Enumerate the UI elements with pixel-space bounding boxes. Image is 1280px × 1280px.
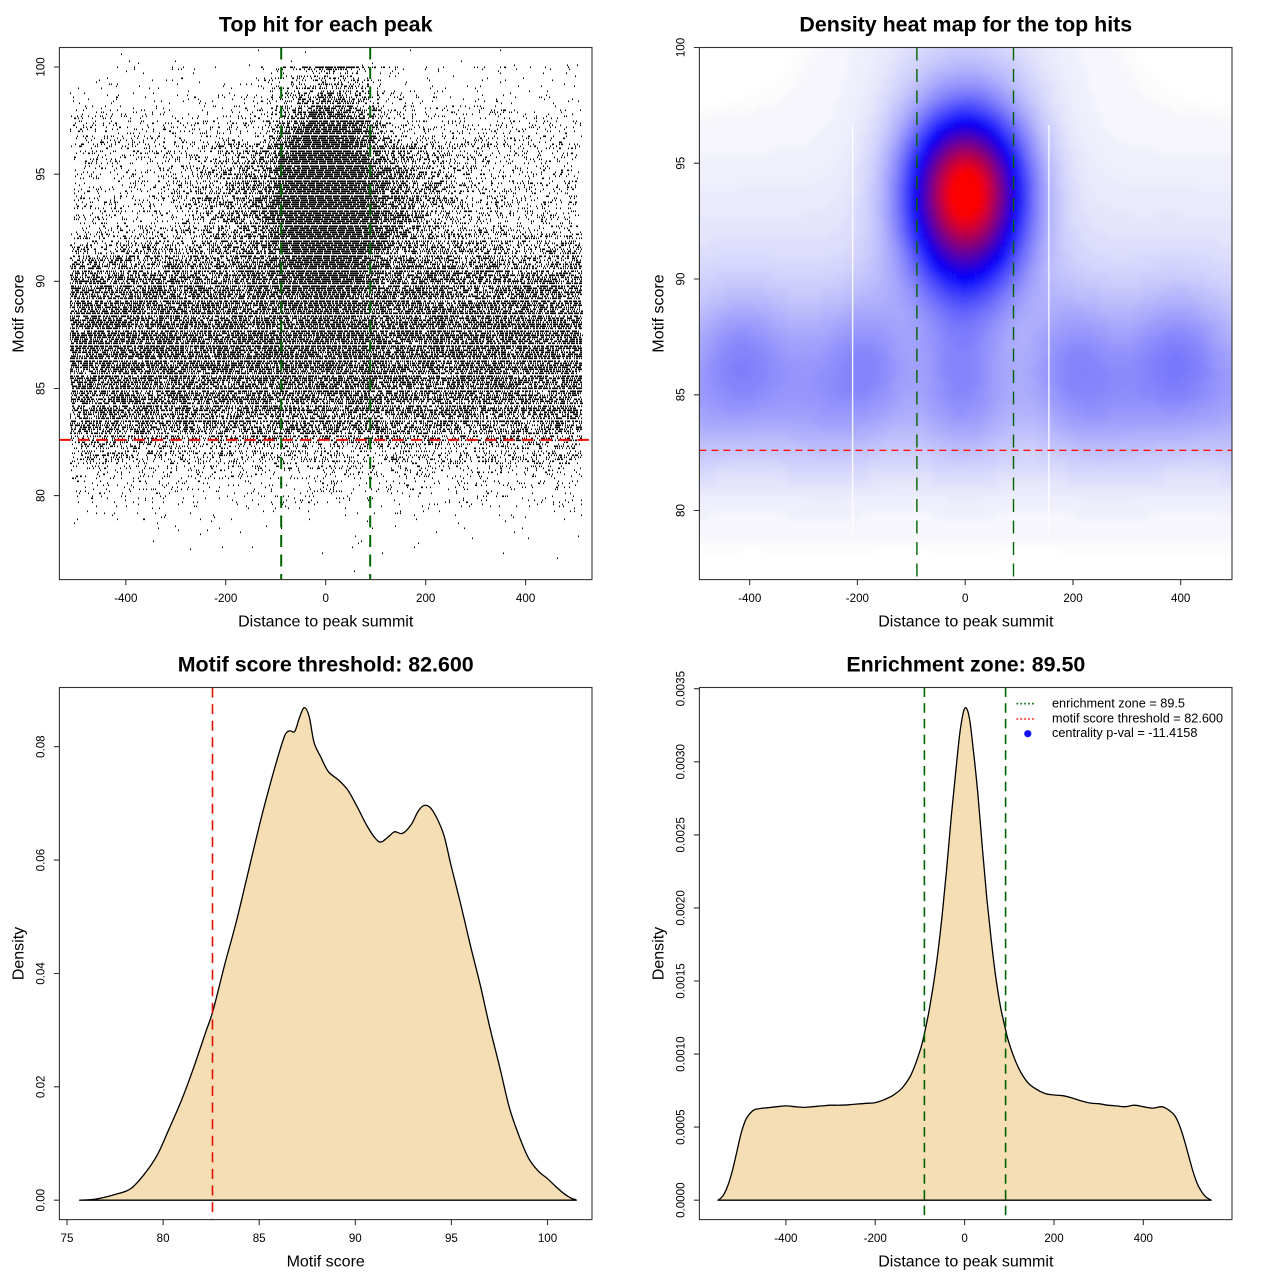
svg-text:centrality p-val = -11.4158: centrality p-val = -11.4158 xyxy=(1052,726,1197,740)
svg-text:motif score threshold = 82.600: motif score threshold = 82.600 xyxy=(1052,711,1223,725)
svg-text:Motif score threshold: 82.600: Motif score threshold: 82.600 xyxy=(178,653,474,677)
svg-text:-200: -200 xyxy=(846,592,869,605)
svg-text:100: 100 xyxy=(35,57,48,76)
svg-text:80: 80 xyxy=(35,489,48,502)
svg-text:0.02: 0.02 xyxy=(35,1076,48,1099)
svg-text:85: 85 xyxy=(35,382,48,395)
svg-text:0.06: 0.06 xyxy=(35,849,48,872)
svg-text:0.08: 0.08 xyxy=(35,735,48,758)
svg-text:80: 80 xyxy=(675,504,688,517)
svg-text:0.04: 0.04 xyxy=(35,962,48,985)
svg-text:75: 75 xyxy=(61,1232,74,1245)
svg-text:95: 95 xyxy=(35,168,48,181)
svg-text:100: 100 xyxy=(675,38,688,57)
svg-text:0.0035: 0.0035 xyxy=(675,671,688,706)
svg-text:100: 100 xyxy=(538,1232,557,1245)
svg-text:Distance to peak summit: Distance to peak summit xyxy=(238,614,414,631)
svg-text:400: 400 xyxy=(516,592,535,605)
svg-text:400: 400 xyxy=(1134,1232,1153,1245)
svg-text:95: 95 xyxy=(445,1232,458,1245)
svg-text:-200: -200 xyxy=(214,592,237,605)
svg-text:Distance to peak summit: Distance to peak summit xyxy=(878,1254,1054,1271)
svg-text:80: 80 xyxy=(157,1232,170,1245)
svg-text:0.00: 0.00 xyxy=(35,1189,48,1212)
svg-text:enrichment zone = 89.5: enrichment zone = 89.5 xyxy=(1052,696,1185,710)
svg-text:0.0015: 0.0015 xyxy=(675,963,688,998)
svg-text:200: 200 xyxy=(416,592,435,605)
svg-text:0.0020: 0.0020 xyxy=(675,890,688,925)
svg-text:Enrichment zone: 89.50: Enrichment zone: 89.50 xyxy=(846,653,1085,677)
svg-text:Density: Density xyxy=(651,927,668,980)
svg-text:0.0025: 0.0025 xyxy=(675,817,688,852)
svg-text:0.0030: 0.0030 xyxy=(675,744,688,779)
svg-text:Top hit for each peak: Top hit for each peak xyxy=(219,13,433,37)
svg-text:85: 85 xyxy=(675,388,688,401)
svg-text:Motif score: Motif score xyxy=(287,1254,365,1271)
svg-text:Density heat map for the top h: Density heat map for the top hits xyxy=(799,13,1132,37)
svg-text:90: 90 xyxy=(349,1232,362,1245)
svg-text:Motif score: Motif score xyxy=(651,274,668,352)
svg-text:85: 85 xyxy=(253,1232,266,1245)
svg-text:Density: Density xyxy=(11,927,28,980)
svg-text:200: 200 xyxy=(1044,1232,1063,1245)
svg-text:95: 95 xyxy=(675,157,688,170)
svg-text:90: 90 xyxy=(35,275,48,288)
svg-text:-400: -400 xyxy=(774,1232,797,1245)
svg-text:-400: -400 xyxy=(738,592,761,605)
svg-text:-200: -200 xyxy=(864,1232,887,1245)
svg-text:0: 0 xyxy=(962,592,968,605)
svg-text:0: 0 xyxy=(322,592,328,605)
svg-text:0.0005: 0.0005 xyxy=(675,1109,688,1144)
svg-text:Distance to peak summit: Distance to peak summit xyxy=(878,614,1054,631)
svg-text:0: 0 xyxy=(961,1232,967,1245)
svg-text:0.0010: 0.0010 xyxy=(675,1036,688,1071)
svg-text:-400: -400 xyxy=(114,592,137,605)
svg-text:90: 90 xyxy=(675,273,688,286)
svg-text:0.0000: 0.0000 xyxy=(675,1182,688,1217)
svg-text:200: 200 xyxy=(1063,592,1082,605)
svg-text:400: 400 xyxy=(1171,592,1190,605)
svg-text:Motif score: Motif score xyxy=(11,274,28,352)
